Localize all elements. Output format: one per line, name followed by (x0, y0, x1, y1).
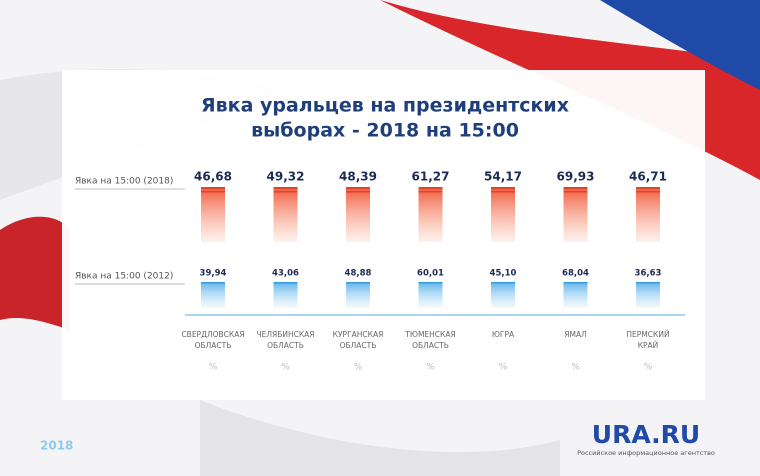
bar-2018-cap (636, 191, 660, 193)
value-2018: 54,17 (484, 170, 522, 184)
bar-2018-cap (491, 187, 515, 189)
value-2012: 60,01 (417, 269, 444, 279)
bar-2018 (636, 187, 660, 242)
bar-2012 (491, 282, 515, 308)
region-name: КРАЙ (638, 341, 659, 350)
logo: URA.RU (592, 420, 700, 449)
tagline: Российское информационное агентство (577, 449, 715, 457)
bar-2012-cap (636, 282, 660, 284)
ribbon-grey-bottom (200, 400, 560, 476)
bar-2018-cap (273, 187, 298, 189)
unit: % (571, 363, 580, 373)
bar-2012 (346, 282, 370, 308)
title-line: выборах - 2018 на 15:00 (251, 120, 519, 142)
bar-2018 (346, 187, 370, 242)
bar-2018 (491, 187, 515, 242)
bar-2012-cap (563, 282, 588, 284)
value-2018: 69,93 (557, 170, 595, 184)
value-2018: 48,39 (339, 170, 377, 184)
value-2012: 68,04 (562, 269, 589, 279)
bar-2018-cap (346, 187, 370, 189)
year: 2018 (40, 439, 73, 453)
bar-2018-cap (346, 191, 370, 193)
region-name: ЮГРА (492, 330, 515, 339)
unit: % (281, 363, 290, 373)
bar-2018 (418, 187, 443, 242)
unit: % (354, 363, 363, 373)
bar-2012-cap (491, 282, 515, 284)
bar-2012 (201, 282, 225, 308)
bar-2012-cap (201, 282, 225, 284)
value-2012: 45,10 (490, 269, 517, 279)
bar-2012 (563, 282, 588, 308)
bar-2012 (273, 282, 298, 308)
value-2018: 49,32 (267, 170, 305, 184)
value-2012: 39,94 (200, 269, 227, 279)
region-name: ПЕРМСКИЙ (626, 330, 669, 339)
region-name: ЧЕЛЯБИНСКАЯ (256, 330, 314, 339)
bar-2018-cap (273, 191, 298, 193)
row-label: Явка на 15:00 (2012) (75, 272, 173, 282)
region-name: ОБЛАСТЬ (195, 341, 232, 350)
bar-2018-cap (418, 191, 443, 193)
region-name: ОБЛАСТЬ (267, 341, 304, 350)
ribbon-blue (600, 0, 760, 90)
bar-2018 (201, 187, 225, 242)
bar-2018-cap (636, 187, 660, 189)
bar-2018-cap (418, 187, 443, 189)
unit: % (209, 363, 218, 373)
region-name: ОБЛАСТЬ (340, 341, 377, 350)
bar-2018-cap (563, 191, 588, 193)
region-name: СВЕРДЛОВСКАЯ (181, 330, 244, 339)
value-2018: 46,68 (194, 170, 232, 184)
unit: % (644, 363, 653, 373)
bar-2018-cap (201, 187, 225, 189)
value-2012: 43,06 (272, 269, 299, 279)
unit: % (499, 363, 508, 373)
value-2018: 46,71 (629, 170, 667, 184)
bar-2012-cap (346, 282, 370, 284)
bar-2018 (563, 187, 588, 242)
bar-2018-cap (563, 187, 588, 189)
region-name: ТЮМЕНСКАЯ (404, 330, 455, 339)
ribbon-red-left (0, 216, 70, 330)
card (62, 70, 705, 400)
row-label: Явка на 15:00 (2018) (75, 177, 173, 187)
value-2018: 61,27 (412, 170, 450, 184)
value-2012: 48,88 (345, 269, 372, 279)
bar-2012-cap (418, 282, 443, 284)
unit: % (426, 363, 435, 373)
title-line: Явка уральцев на президентских (201, 95, 569, 117)
bar-2012 (418, 282, 443, 308)
bar-2012 (636, 282, 660, 308)
bar-2018-cap (201, 191, 225, 193)
bar-2012-cap (273, 282, 298, 284)
ribbon-red (380, 0, 760, 180)
region-name: ЯМАЛ (564, 330, 586, 339)
value-2012: 36,63 (635, 269, 662, 279)
bar-2018 (273, 187, 298, 242)
region-name: КУРГАНСКАЯ (333, 330, 384, 339)
bar-2018-cap (491, 191, 515, 193)
region-name: ОБЛАСТЬ (412, 341, 449, 350)
